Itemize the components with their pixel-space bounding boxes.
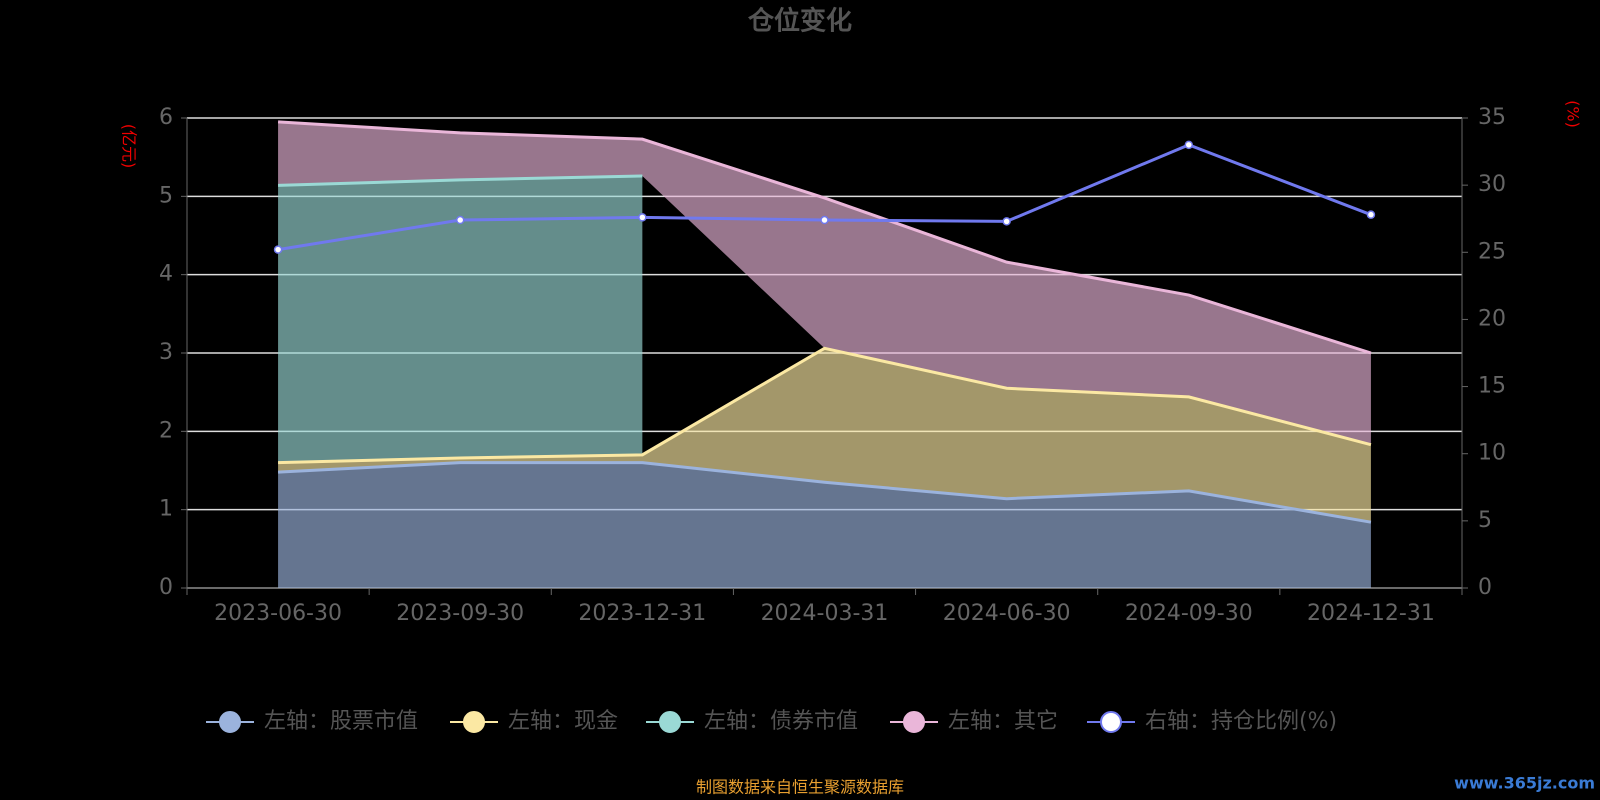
x-tick-label: 2024-03-31 (761, 601, 889, 626)
area (278, 175, 643, 463)
point (455, 215, 465, 225)
y-tick-label: 0 (159, 575, 173, 600)
y2-tick-label: 0 (1478, 575, 1492, 600)
y2-tick-label: 5 (1478, 508, 1492, 533)
watermark: www.365jz.com (1454, 774, 1595, 793)
y-axis-label: (亿元) (120, 124, 139, 169)
y2-tick-label: 35 (1478, 105, 1506, 130)
point (1366, 210, 1376, 219)
area (278, 121, 1371, 445)
y-tick-label: 1 (159, 497, 173, 522)
area-line (278, 174, 643, 187)
legend-marker (903, 711, 925, 733)
y-tick-label: 3 (159, 340, 173, 365)
legend-marker (659, 711, 681, 733)
y-tick-label: 4 (159, 262, 173, 287)
area-line (277, 120, 1372, 355)
chart-title: 仓位变化 (747, 6, 852, 37)
x-tick-label: 2024-06-30 (943, 601, 1071, 626)
legend-label: 右轴：持仓比例(%) (1145, 709, 1337, 734)
legend-label: 左轴：现金 (508, 709, 618, 734)
legend-label: 左轴：债券市值 (704, 709, 858, 734)
y2-tick-label: 10 (1478, 441, 1506, 466)
legend-label: 左轴：其它 (948, 709, 1058, 734)
y2-tick-label: 15 (1478, 374, 1506, 399)
legend-label: 左轴：股票市值 (264, 709, 418, 734)
legend-marker (463, 711, 485, 733)
legend-marker (1100, 711, 1122, 733)
area-line (278, 346, 1372, 465)
point (820, 215, 829, 225)
y2-tick-label: 25 (1478, 239, 1506, 264)
y-tick-label: 6 (159, 105, 173, 130)
point (638, 213, 647, 222)
x-tick-label: 2023-09-30 (396, 601, 524, 626)
footer: 制图数据来自恒生聚源数据库 (696, 778, 904, 797)
x-tick-label: 2023-12-31 (578, 601, 706, 626)
area-line (277, 461, 1372, 524)
x-tick-label: 2024-12-31 (1307, 601, 1435, 626)
y-tick-label: 5 (159, 183, 173, 208)
x-tick-label: 2024-09-30 (1125, 601, 1253, 626)
area (278, 462, 1371, 588)
point (1184, 140, 1194, 150)
legend-marker (219, 711, 241, 733)
y2-tick-label: 30 (1478, 172, 1506, 197)
x-tick-label: 2023-06-30 (214, 601, 342, 626)
y-tick-label: 2 (159, 418, 173, 443)
point (273, 245, 283, 254)
point (1002, 217, 1011, 226)
y2-axis-label: (%) (1564, 100, 1583, 128)
area (278, 348, 1371, 523)
y2-tick-label: 20 (1478, 306, 1506, 331)
